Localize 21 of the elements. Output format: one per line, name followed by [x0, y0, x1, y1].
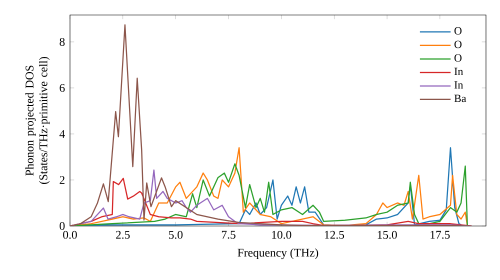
y-tick-label: 0	[60, 222, 65, 230]
x-tick-label: 2.5	[116, 230, 130, 239]
x-tick-label: 10.0	[272, 230, 292, 239]
x-tick-label: 15.0	[378, 230, 397, 239]
x-tick-label: 0.0	[63, 230, 77, 239]
x-axis-title: Frequency (THz)	[238, 248, 318, 260]
y-tick-label: 2	[60, 176, 64, 184]
legend-label: In	[454, 81, 464, 89]
legend-label: O	[454, 27, 462, 35]
x-tick-label: 5.0	[169, 230, 183, 239]
x-tick-label: 12.5	[324, 230, 344, 239]
x-tick-label: 7.5	[222, 230, 236, 239]
x-tick-label: 17.5	[430, 230, 450, 239]
legend-label: Ba	[454, 94, 466, 102]
legend-label: O	[454, 54, 462, 62]
legend-label: O	[454, 40, 462, 48]
y-tick-label: 8	[60, 38, 65, 46]
y-tick-label: 6	[60, 84, 65, 92]
y-tick-label: 4	[59, 130, 65, 138]
y-axis-title: Phonon projected DOS (States/THz·primitive cell)	[25, 56, 50, 184]
legend-label: In	[454, 68, 464, 76]
